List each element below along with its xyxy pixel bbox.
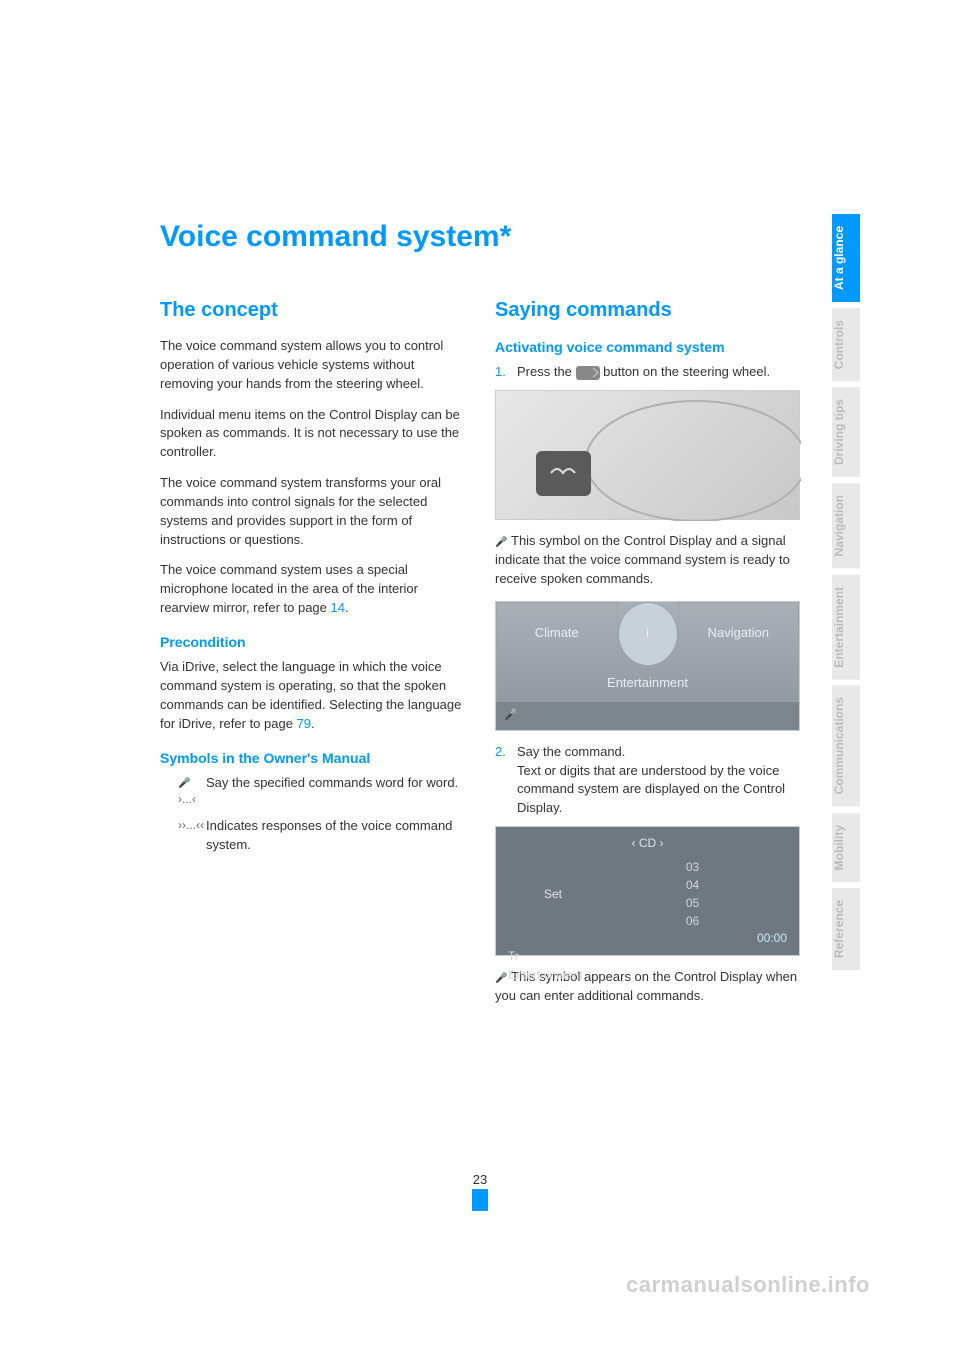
voice-button-icon	[576, 366, 600, 380]
heading-activating: Activating voice command system	[495, 337, 800, 357]
text: .	[345, 600, 349, 615]
page-number-block: 23	[472, 1172, 488, 1211]
page-link[interactable]: 14	[331, 600, 345, 615]
track: 06	[598, 912, 787, 930]
cd-set-label: Set	[508, 858, 598, 930]
steering-wheel-illustration	[496, 391, 801, 521]
text: Text or digits that are understood by th…	[517, 762, 800, 819]
page-number-bar	[472, 1189, 488, 1211]
cd-header: ‹ CD ›	[508, 835, 787, 852]
heading-concept: The concept	[160, 296, 465, 325]
page-number: 23	[472, 1172, 488, 1187]
menu-row: Climate i Navigation	[496, 602, 799, 666]
page-title: Voice command system*	[160, 220, 800, 254]
menu-row: Entertainment	[496, 666, 799, 702]
symbols-list: 🎤 ›...‹ Say the specified commands word f…	[160, 774, 465, 854]
tab-mobility[interactable]: Mobility	[832, 813, 860, 882]
menu-center-icon: i	[618, 602, 678, 666]
cd-time: 00:00	[508, 930, 787, 947]
step-number: 1.	[495, 363, 517, 382]
para: The voice command system transforms your…	[160, 474, 465, 549]
para: Individual menu items on the Control Dis…	[160, 406, 465, 463]
tab-driving-tips[interactable]: Driving tips	[832, 387, 860, 477]
text: This symbol on the Control Display and a…	[495, 533, 790, 586]
tab-communications[interactable]: Communications	[832, 685, 860, 806]
symbol-row: ››...‹‹ Indicates responses of the voice…	[178, 817, 465, 855]
para: 🎤This symbol on the Control Display and …	[495, 532, 800, 589]
text: Say the command.	[517, 743, 800, 762]
cd-track-list: 03 04 05 06	[598, 858, 787, 930]
heading-saying: Saying commands	[495, 296, 800, 325]
cd-footer-row: Tr	[508, 948, 787, 965]
columns: The concept The voice command system all…	[160, 292, 800, 1018]
symbol-lead: ››...‹‹	[178, 817, 206, 855]
right-column: Saying commands Activating voice command…	[495, 292, 800, 1018]
figure-cd-display: ‹ CD › Set 03 04 05 06 00:00 Tr	[495, 826, 800, 956]
heading-precondition: Precondition	[160, 632, 465, 652]
page: Voice command system* The concept The vo…	[0, 0, 960, 1358]
step-body: Press the button on the steering wheel.	[517, 363, 800, 382]
tab-reference[interactable]: Reference	[832, 888, 860, 970]
left-column: The concept The voice command system all…	[160, 292, 465, 1018]
page-link[interactable]: 79	[297, 716, 311, 731]
track: 04	[598, 876, 787, 894]
figure-steering-wheel	[495, 390, 800, 520]
cd-body: Set 03 04 05 06	[508, 858, 787, 930]
track: 03	[598, 858, 787, 876]
text: The voice command system uses a special …	[160, 562, 418, 615]
tab-at-a-glance[interactable]: At a glance	[832, 214, 860, 302]
text: .	[311, 716, 315, 731]
menu-entertainment: Entertainment	[496, 666, 799, 702]
voice-ready-icon: 🎤	[504, 708, 518, 724]
menu-footer: 🎤	[496, 702, 799, 730]
para: The voice command system allows you to c…	[160, 337, 465, 394]
watermark: carmanualsonline.info	[626, 1272, 870, 1298]
track: 05	[598, 894, 787, 912]
symbol-marks: ›...‹	[178, 792, 196, 806]
step-1: 1. Press the button on the steering whee…	[495, 363, 800, 382]
voice-ready-icon: 🎤	[495, 972, 509, 984]
para: The voice command system uses a special …	[160, 561, 465, 618]
figure-idrive-menu: Climate i Navigation Entertainment 🎤	[495, 601, 800, 731]
symbol-text: Say the specified commands word for word…	[206, 774, 465, 809]
tab-entertainment[interactable]: Entertainment	[832, 575, 860, 680]
para: Via iDrive, select the language in which…	[160, 658, 465, 733]
tab-controls[interactable]: Controls	[832, 308, 860, 381]
content-area: Voice command system* The concept The vo…	[160, 220, 800, 1018]
symbol-row: 🎤 ›...‹ Say the specified commands word f…	[178, 774, 465, 809]
voice-ready-icon: 🎤	[495, 536, 509, 548]
tab-navigation[interactable]: Navigation	[832, 483, 860, 568]
menu-navigation: Navigation	[678, 602, 800, 666]
symbol-lead: 🎤 ›...‹	[178, 774, 206, 809]
text: button on the steering wheel.	[600, 364, 771, 379]
menu-climate: Climate	[496, 602, 618, 666]
cd-tr: Tr	[508, 948, 519, 965]
cd-footer: Entertainment	[508, 967, 787, 984]
step-2: 2. Say the command. Text or digits that …	[495, 743, 800, 818]
text: Press the	[517, 364, 576, 379]
step-body: Say the command. Text or digits that are…	[517, 743, 800, 818]
heading-symbols: Symbols in the Owner's Manual	[160, 748, 465, 768]
section-tabs: At a glance Controls Driving tips Naviga…	[832, 214, 860, 976]
step-number: 2.	[495, 743, 517, 818]
symbol-text: Indicates responses of the voice command…	[206, 817, 465, 855]
voice-icon: 🎤	[178, 777, 192, 789]
